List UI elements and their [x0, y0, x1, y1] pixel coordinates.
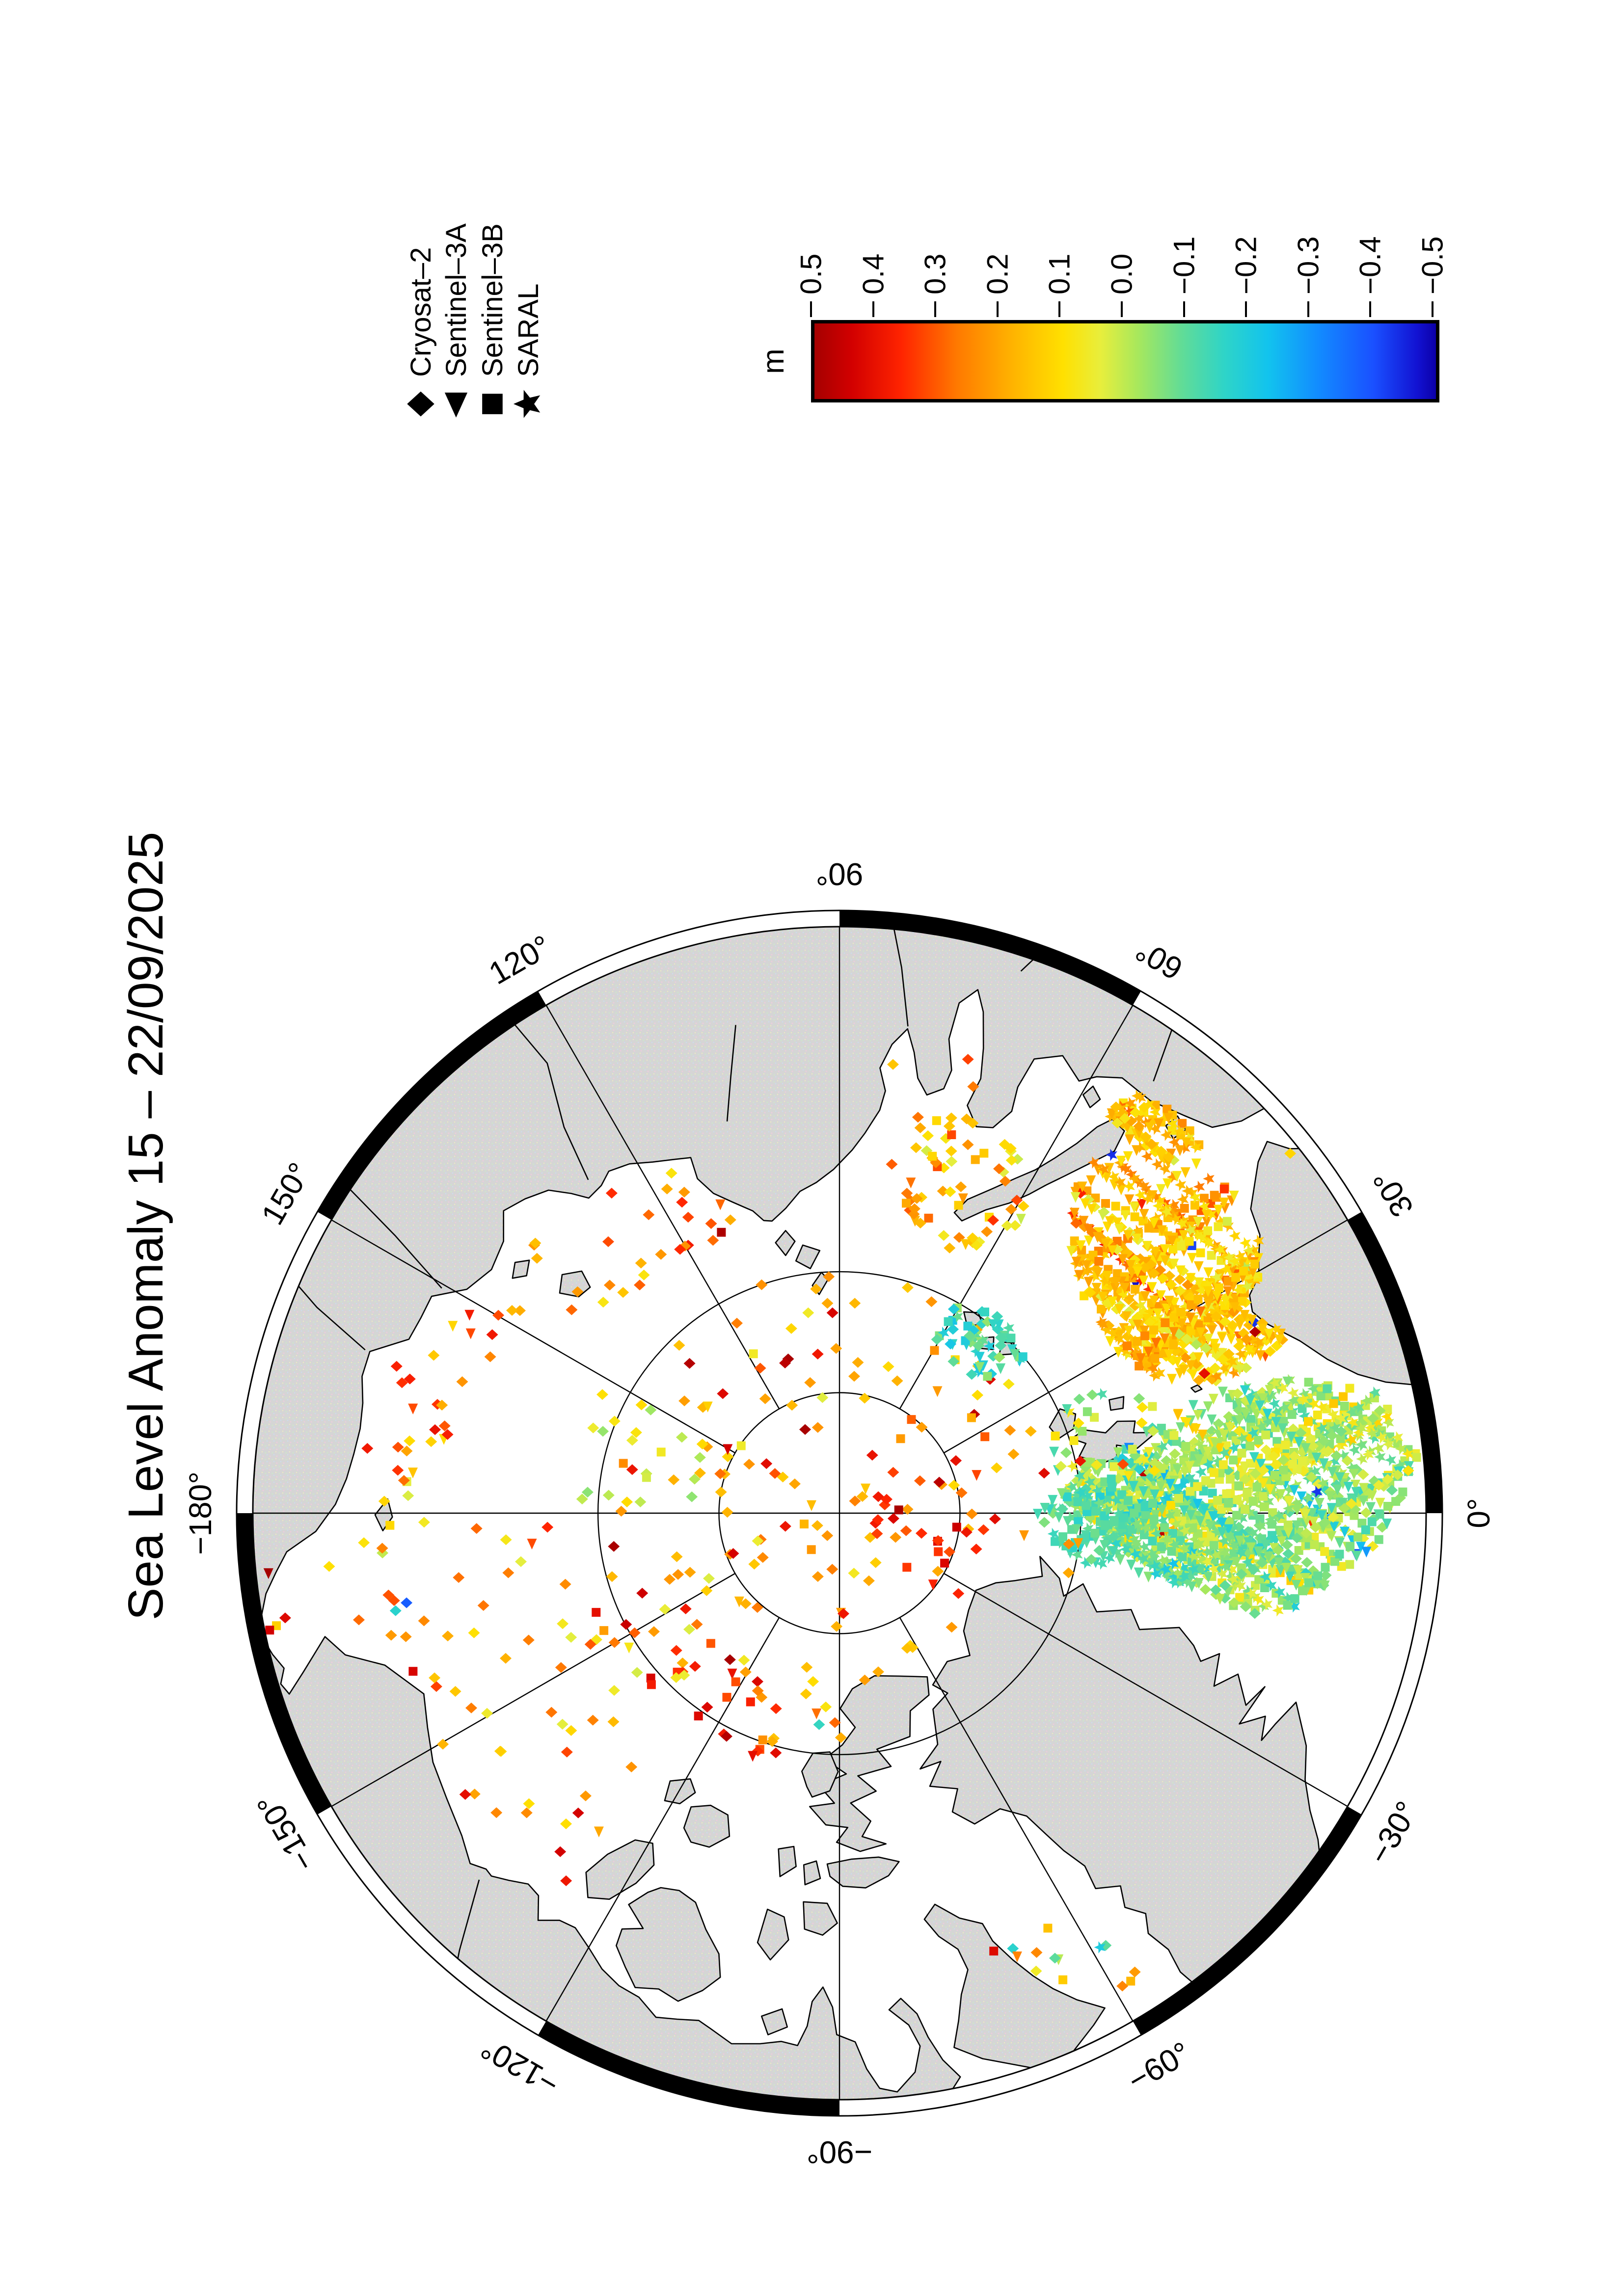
colorbar-tick [1121, 301, 1123, 317]
coastline-vaygach [1082, 1085, 1101, 1108]
legend-label: Sentinel–3A [440, 223, 472, 377]
colorbar-gradient [814, 323, 1436, 399]
lon-label: −30° [1361, 1795, 1425, 1870]
legend-row: SARAL [510, 284, 546, 431]
colorbar-tick-label: −0.1 [1167, 236, 1201, 294]
colorbar-tick [810, 301, 812, 317]
colorbar-tick [1245, 301, 1247, 317]
colorbar-tick-label: 0.0 [1105, 253, 1138, 294]
lon-label: 150° [254, 1157, 318, 1231]
lon-label: 90° [816, 856, 864, 892]
colorbar-tick-label: 0.1 [1043, 253, 1076, 294]
colorbar-tick [872, 301, 874, 317]
colorbar-tick-label: −0.5 [1416, 236, 1449, 294]
coastline-somerset [803, 1901, 838, 1936]
colorbar-tick-label: 0.5 [794, 253, 828, 294]
colorbar [811, 320, 1439, 402]
lon-label: 60° [1130, 933, 1189, 987]
legend-row: Cryosat–2 [403, 247, 439, 431]
coastline-cornwallis [803, 1860, 821, 1886]
lon-label: 120° [483, 928, 557, 991]
coastline-bathurst [778, 1845, 797, 1877]
colorbar-tick-label: −0.2 [1229, 236, 1263, 294]
colorbar-tick [1432, 301, 1434, 317]
coastline-edgeoya [1109, 1396, 1125, 1411]
coastline-devon [826, 1856, 900, 1889]
coastline-victoria [616, 1887, 721, 2002]
coastline-ppatrick [664, 1778, 696, 1805]
legend-label: Cryosat–2 [405, 247, 437, 377]
coastline-spits [1071, 1420, 1157, 1464]
lon-label: 30° [1366, 1164, 1420, 1223]
colorbar-tick [1307, 301, 1309, 317]
coastline-sz1 [795, 1244, 821, 1269]
lon-label: −90° [807, 2135, 872, 2170]
coastline-baffin [923, 1903, 1106, 2073]
coastline-sz2 [775, 1230, 796, 1256]
colorbar-tick [1183, 301, 1185, 317]
coastline-axel [801, 1751, 839, 1798]
colorbar-tick [1058, 301, 1061, 317]
legend-row: Sentinel–3B [474, 223, 511, 431]
legend-label: SARAL [512, 283, 544, 377]
colorbar-tick-label: 0.2 [981, 253, 1014, 294]
colorbar-tick-label: −0.3 [1292, 236, 1325, 294]
colorbar-tick [1369, 301, 1372, 317]
lon-label: −60° [1122, 2035, 1196, 2098]
coastline-lyakhov [512, 1259, 530, 1279]
coastline-greenland [920, 1556, 1357, 2035]
lon-label: 0° [1461, 1498, 1496, 1528]
coastline-bearis [1190, 1384, 1203, 1393]
coastline-novzem [953, 1119, 1125, 1222]
map-frame [236, 909, 1443, 2117]
triangle-left-icon [444, 392, 468, 418]
legend-row: Sentinel–3A [438, 223, 474, 431]
colorbar-tick-label: −0.4 [1353, 236, 1387, 294]
coastline-banks [585, 1839, 655, 1900]
colorbar-unit-label: m [757, 348, 790, 374]
coastline-kotelny [559, 1270, 591, 1298]
colorbar-tick [934, 301, 937, 317]
coastline-kingwilliam [761, 2008, 788, 2035]
colorbar-tick-label: 0.4 [857, 253, 890, 294]
diamond-icon [407, 391, 434, 417]
legend-label: Sentinel–3B [476, 223, 509, 377]
coastline-melville [683, 1805, 730, 1848]
square-icon [482, 394, 503, 414]
coastline-pow [757, 1908, 789, 1961]
colorbar-tick [996, 301, 999, 317]
colorbar-tick-label: 0.3 [919, 253, 952, 294]
lon-label: −180° [183, 1471, 218, 1555]
star-icon [513, 390, 541, 418]
